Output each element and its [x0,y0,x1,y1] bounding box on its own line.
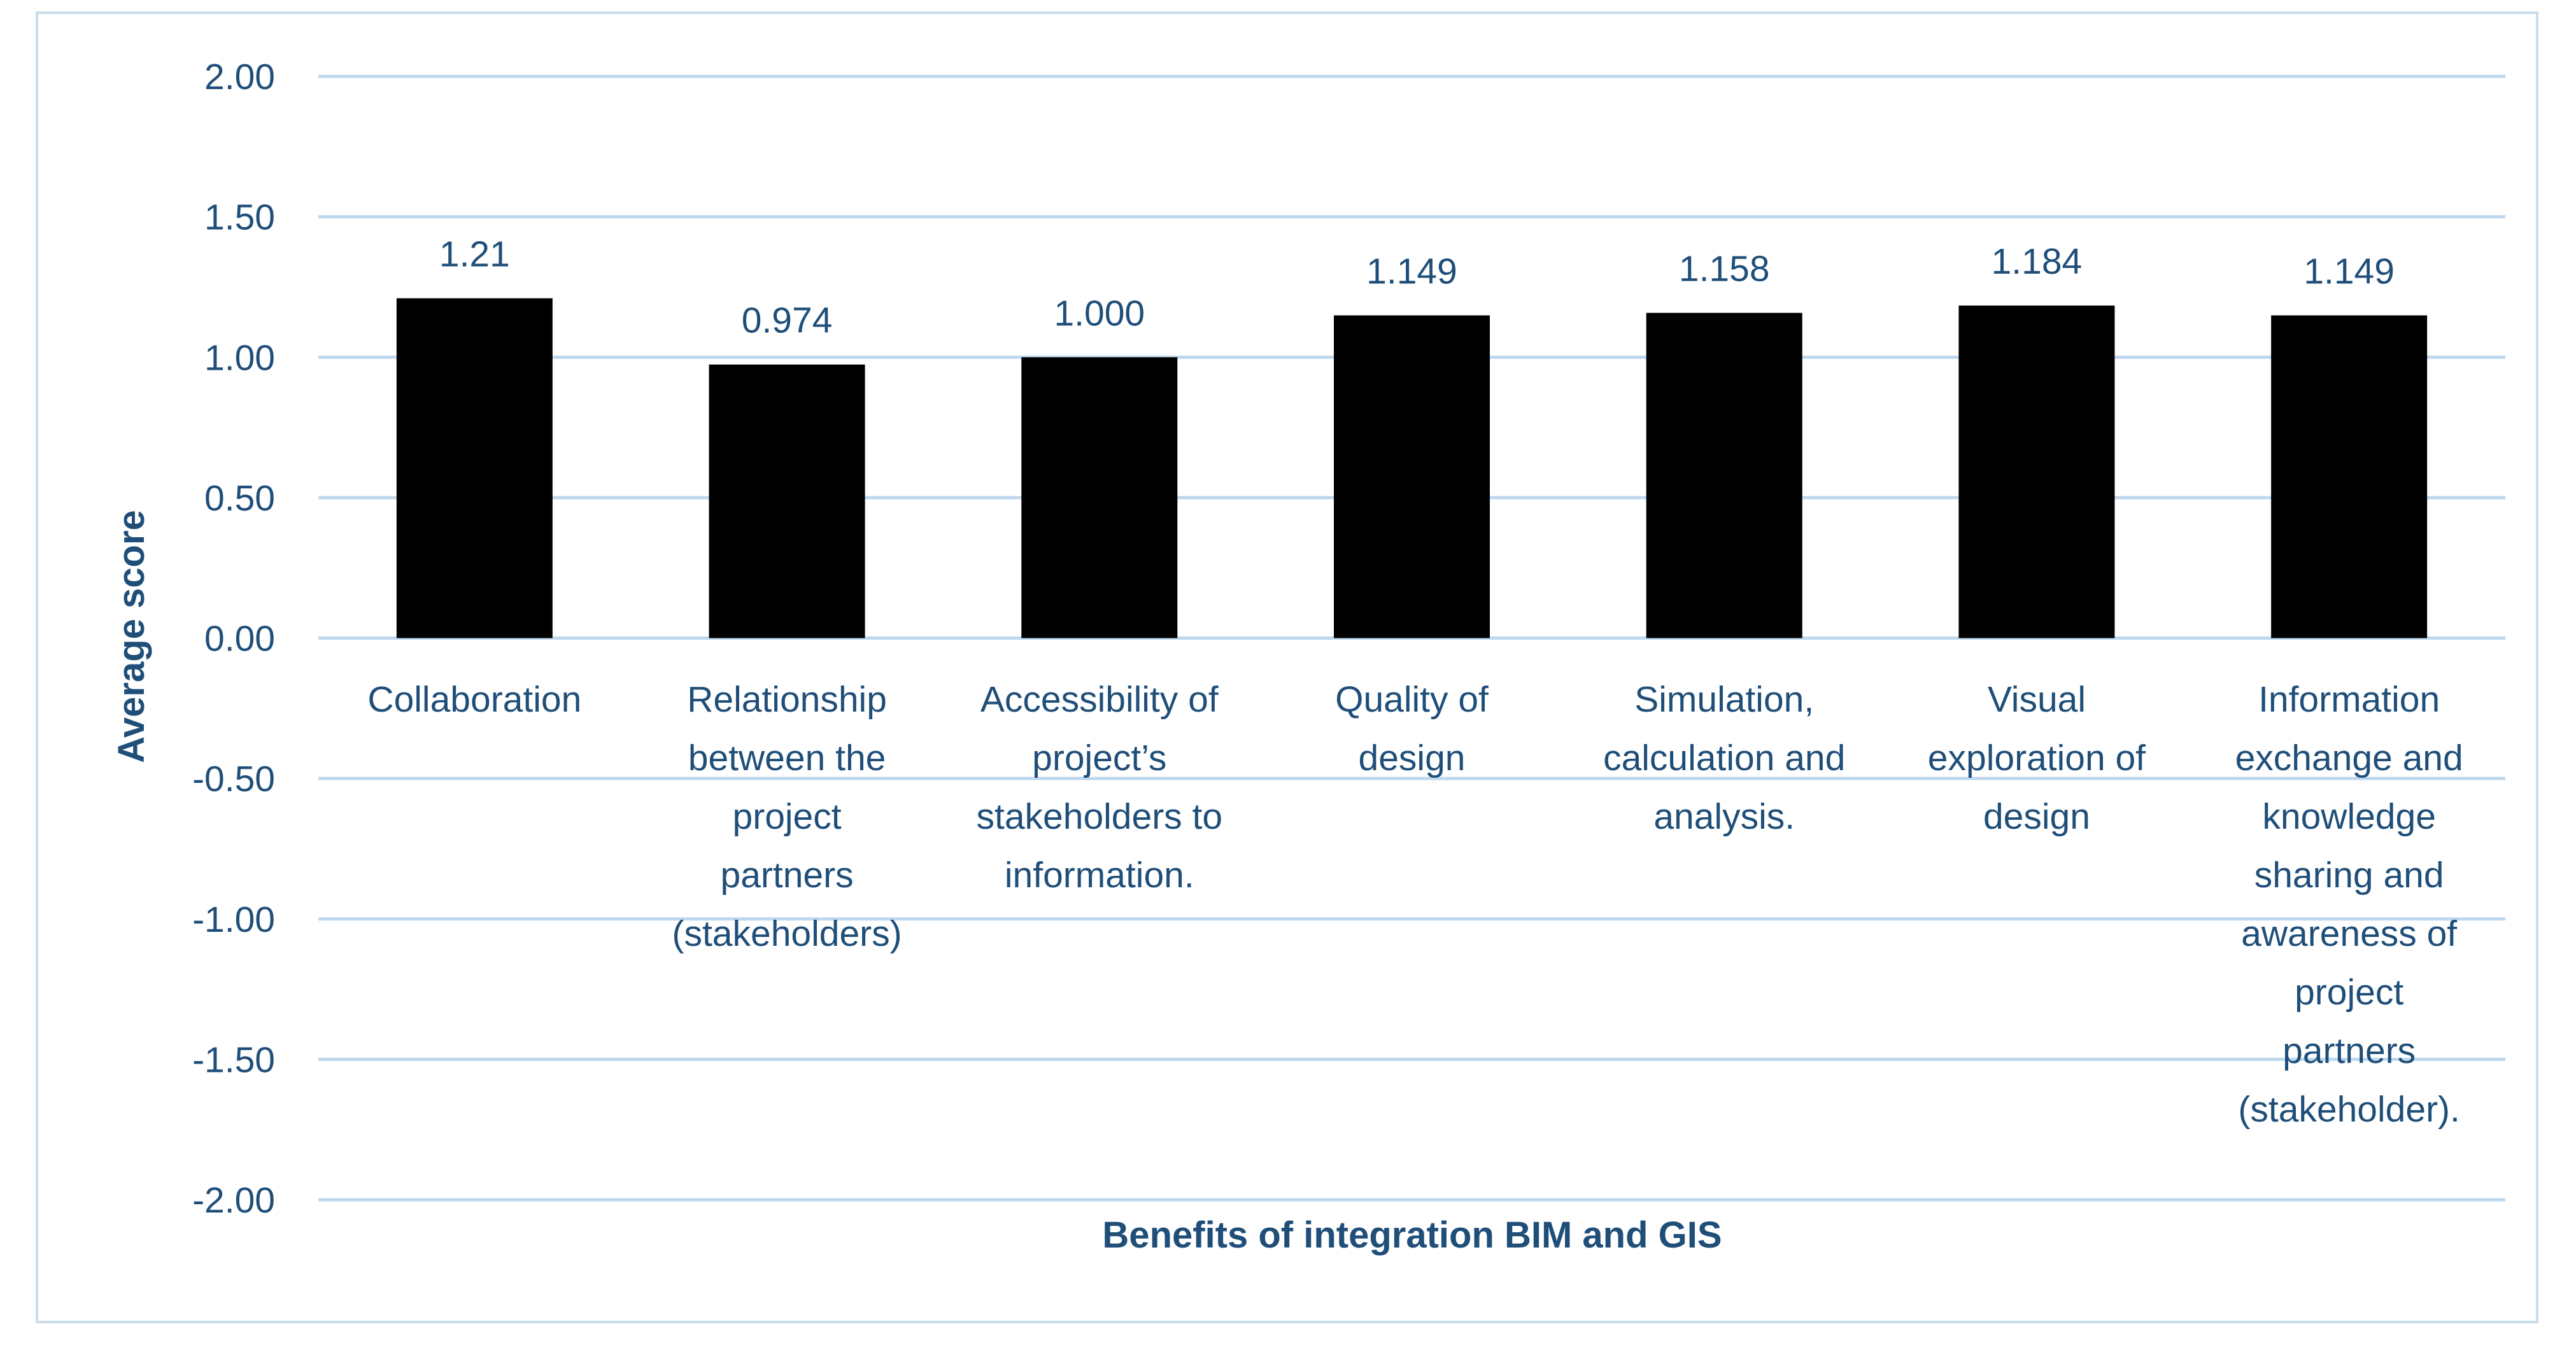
data-label: 1.158 [1679,249,1770,290]
chart-frame [36,11,2538,1323]
y-tick-label: -0.50 [192,759,275,799]
y-tick-label: 1.00 [204,337,275,378]
category-label: Quality of design [1335,679,1489,778]
bar [709,364,865,638]
category-label: Information exchange and knowledge sharing … [2235,679,2463,1130]
category-label: Simulation, calculation and analysis. [1603,679,1845,837]
y-tick-label: 1.50 [204,197,275,238]
bar [1021,357,1178,638]
y-axis-title: Average score [111,510,152,763]
y-tick-label: 0.50 [204,478,275,519]
data-label: 1.000 [1054,293,1145,334]
y-tick-label: 0.00 [204,619,275,659]
bar [396,298,553,638]
bar [1334,315,1490,638]
data-label: 0.974 [742,300,833,341]
data-label: 1.184 [1992,241,2083,282]
data-labels: 1.21 0.974 1.000 1.149 1.158 1.184 1.149 [439,234,2395,341]
category-label: Relationship between the project partners (s… [672,679,902,954]
bars [396,298,2428,638]
data-label: 1.149 [1366,251,1457,292]
x-axis-title: Benefits of integration BIM and GIS [1102,1214,1722,1256]
bar [1646,313,1802,638]
category-label: Collaboration [367,679,581,720]
y-tick-label: -1.00 [192,899,275,940]
category-labels: Collaboration Relationship between the proj… [367,679,2463,1130]
gridlines [318,74,2505,1202]
bar [1958,306,2115,638]
bar [2271,315,2428,638]
y-tick-label: -1.50 [192,1039,275,1080]
category-label: Visual exploration of design [1928,679,2146,837]
y-axis-ticks: 2.00 1.50 1.00 0.50 0.00 -0.50 -1.00 -1.50 -2.00 [192,57,275,1221]
category-label: Accessibility of project’s stakeholders to… [977,679,1223,896]
data-label: 1.149 [2304,251,2395,292]
data-label: 1.21 [439,234,510,275]
y-tick-label: 2.00 [204,57,275,97]
y-tick-label: -2.00 [192,1180,275,1221]
